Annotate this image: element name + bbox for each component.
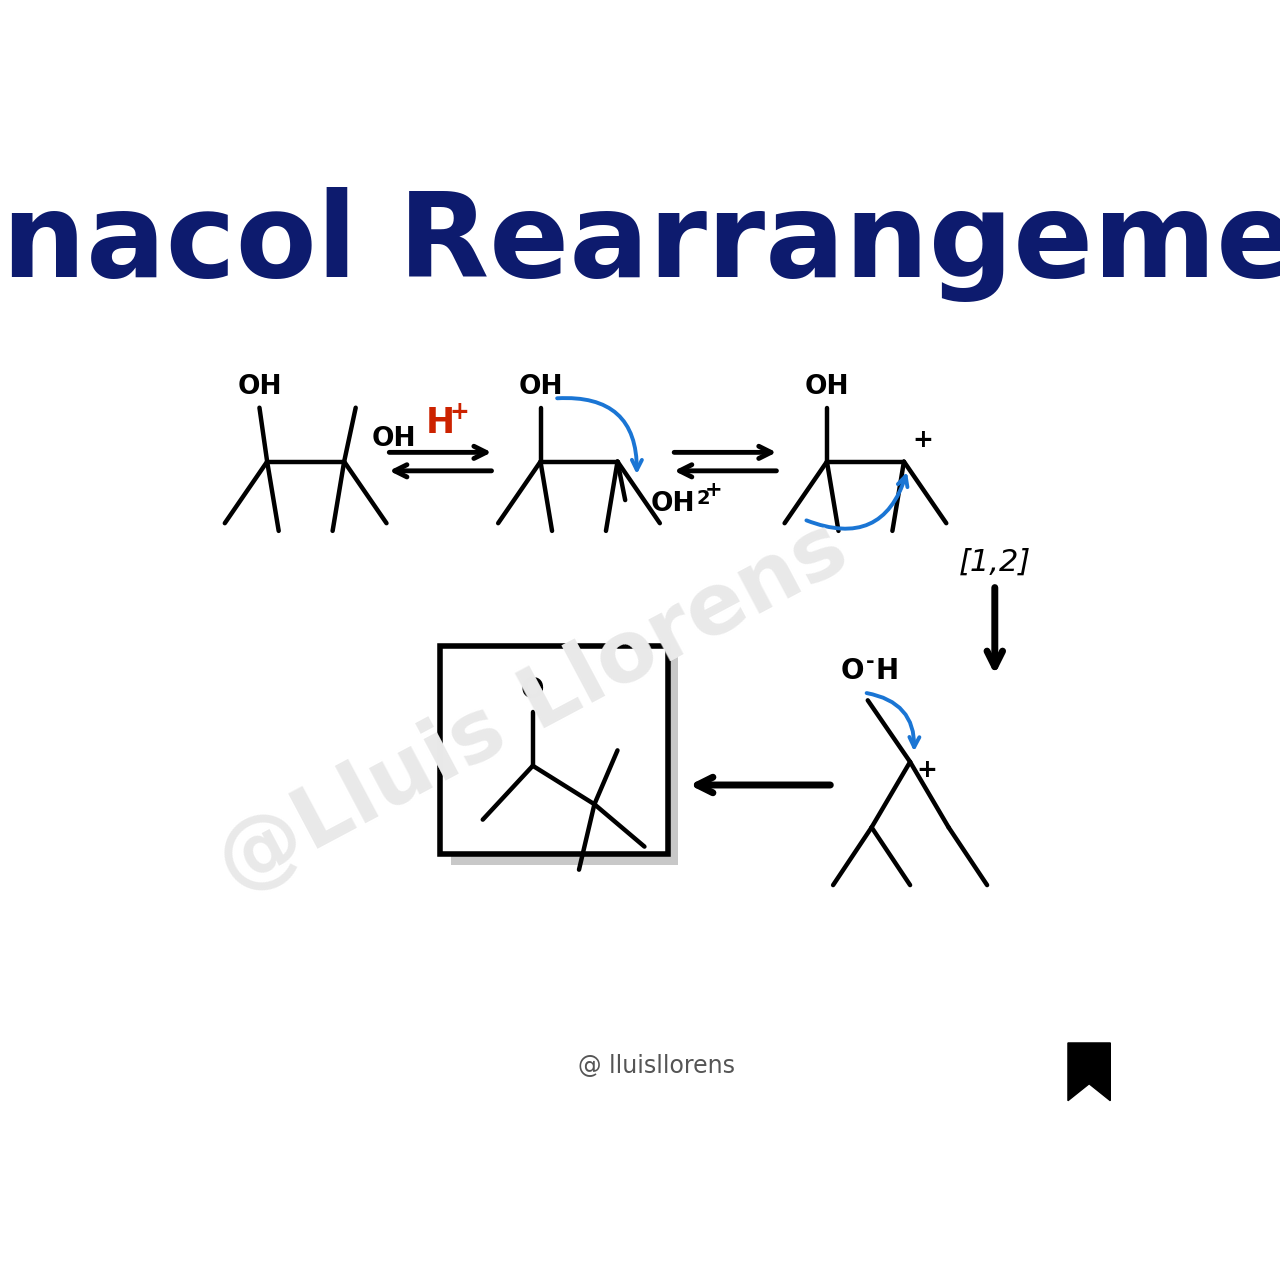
Text: +: + [705, 480, 723, 500]
Text: +: + [449, 399, 468, 424]
Polygon shape [1068, 1043, 1110, 1101]
Text: OH: OH [518, 374, 563, 399]
Text: O: O [521, 676, 544, 704]
Text: OH: OH [805, 374, 849, 399]
Text: H: H [426, 406, 454, 440]
Text: OH: OH [650, 492, 695, 517]
Text: @ lluisllorens: @ lluisllorens [577, 1053, 735, 1078]
Text: O: O [841, 657, 864, 685]
Text: @Lluis Llorens: @Lluis Llorens [205, 507, 861, 909]
Text: @Lluis Llorens: @Lluis Llorens [205, 507, 861, 909]
Text: H: H [876, 657, 899, 685]
Text: OH: OH [372, 425, 416, 452]
FancyArrowPatch shape [806, 476, 908, 529]
Text: 2: 2 [696, 489, 710, 508]
Text: Pinacol Rearrangement: Pinacol Rearrangement [0, 187, 1280, 302]
Bar [440, 646, 668, 854]
FancyArrowPatch shape [867, 692, 919, 748]
Text: [1,2]: [1,2] [959, 548, 1030, 576]
Text: +: + [913, 428, 933, 452]
Bar [451, 657, 678, 865]
Text: -: - [865, 652, 874, 672]
Text: +: + [916, 758, 937, 782]
FancyArrowPatch shape [557, 398, 641, 470]
Text: OH: OH [237, 374, 282, 399]
